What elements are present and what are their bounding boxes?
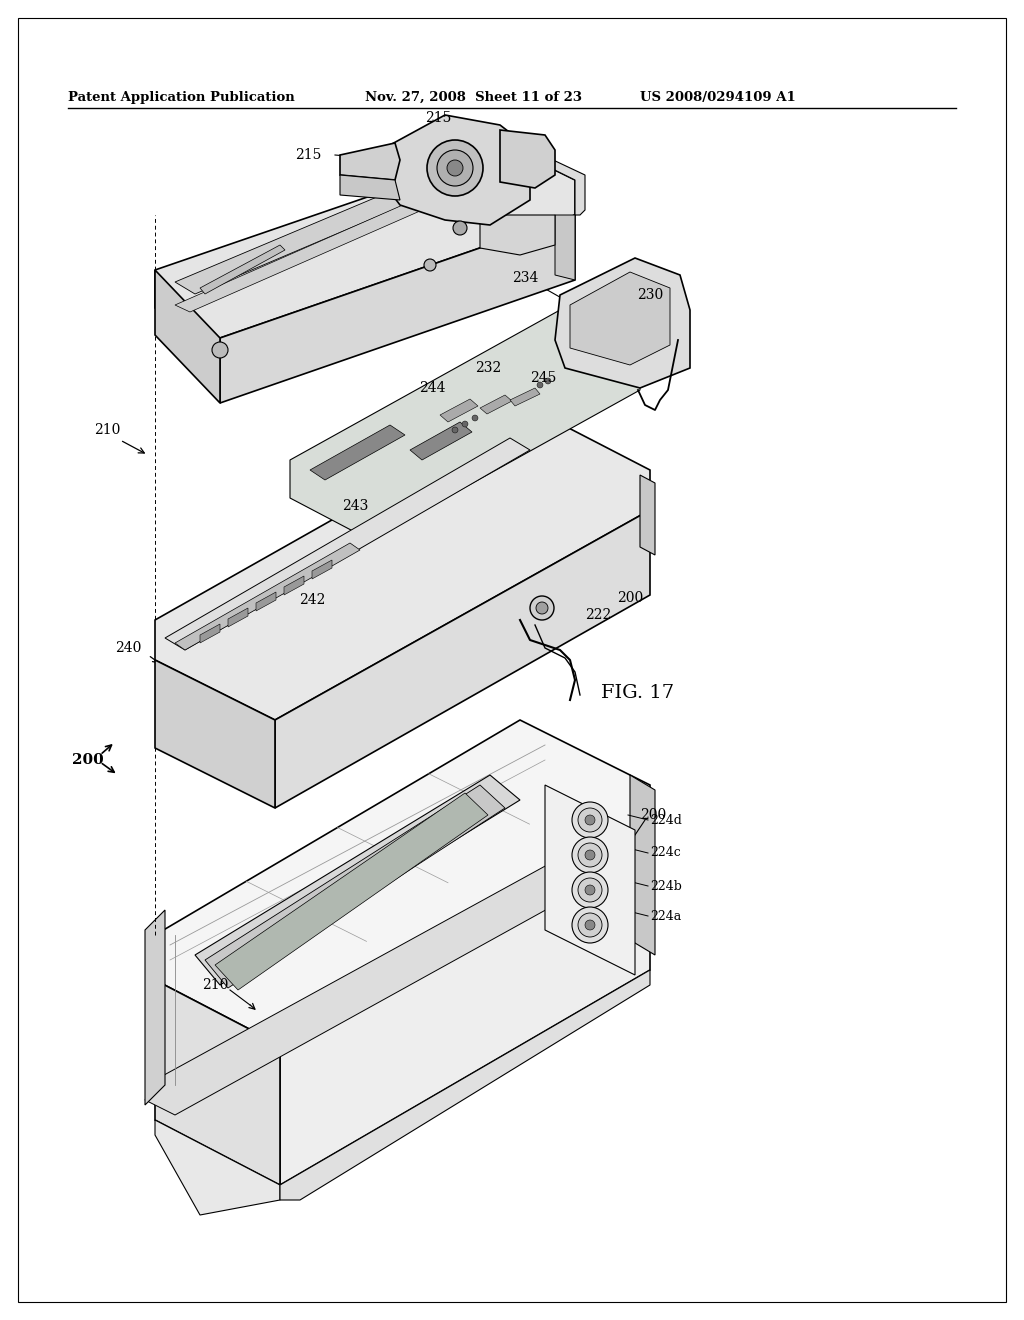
Circle shape	[530, 597, 554, 620]
Text: 200: 200	[616, 591, 643, 605]
Polygon shape	[410, 422, 472, 459]
Circle shape	[578, 843, 602, 867]
Polygon shape	[480, 395, 512, 414]
Polygon shape	[155, 979, 280, 1185]
Polygon shape	[510, 143, 585, 215]
Polygon shape	[200, 624, 220, 643]
Text: 224b: 224b	[650, 879, 682, 892]
Circle shape	[572, 837, 608, 873]
Circle shape	[453, 220, 467, 235]
Polygon shape	[155, 408, 650, 719]
Text: 245: 245	[529, 371, 556, 385]
Text: 224a: 224a	[650, 909, 681, 923]
Circle shape	[578, 808, 602, 832]
Polygon shape	[555, 257, 690, 388]
Polygon shape	[280, 830, 650, 1185]
Polygon shape	[165, 438, 530, 649]
Circle shape	[212, 342, 228, 358]
Text: 224d: 224d	[650, 813, 682, 826]
Polygon shape	[145, 825, 645, 1115]
Text: US 2008/0294109 A1: US 2008/0294109 A1	[640, 91, 796, 103]
Polygon shape	[175, 162, 480, 294]
Polygon shape	[440, 399, 478, 422]
Polygon shape	[155, 660, 275, 808]
Polygon shape	[175, 543, 360, 649]
Text: Nov. 27, 2008  Sheet 11 of 23: Nov. 27, 2008 Sheet 11 of 23	[365, 91, 582, 103]
Polygon shape	[284, 576, 304, 595]
Circle shape	[424, 259, 436, 271]
Circle shape	[452, 426, 458, 433]
Text: Patent Application Publication: Patent Application Publication	[68, 91, 295, 103]
Polygon shape	[145, 909, 165, 1105]
Polygon shape	[340, 143, 400, 180]
Polygon shape	[630, 775, 655, 954]
Circle shape	[585, 920, 595, 931]
Polygon shape	[510, 388, 540, 407]
Polygon shape	[570, 272, 670, 366]
Polygon shape	[200, 246, 285, 294]
Polygon shape	[545, 785, 635, 975]
Polygon shape	[500, 129, 555, 187]
Polygon shape	[155, 271, 220, 403]
Circle shape	[572, 907, 608, 942]
Polygon shape	[220, 215, 575, 403]
Polygon shape	[280, 970, 650, 1200]
Circle shape	[572, 873, 608, 908]
Circle shape	[437, 150, 473, 186]
Polygon shape	[340, 176, 400, 201]
Text: 224c: 224c	[650, 846, 681, 859]
Polygon shape	[640, 475, 655, 554]
Circle shape	[578, 878, 602, 902]
Polygon shape	[275, 510, 650, 808]
Text: 230: 230	[637, 288, 664, 302]
Polygon shape	[155, 148, 575, 338]
Circle shape	[536, 602, 548, 614]
Circle shape	[585, 814, 595, 825]
Polygon shape	[385, 115, 530, 224]
Text: 240: 240	[115, 642, 141, 655]
Polygon shape	[195, 775, 520, 985]
Polygon shape	[155, 719, 650, 1045]
Circle shape	[537, 381, 543, 388]
Circle shape	[427, 140, 483, 195]
Polygon shape	[215, 793, 488, 990]
Polygon shape	[256, 591, 276, 611]
Circle shape	[462, 421, 468, 426]
Text: FIG. 17: FIG. 17	[601, 684, 675, 702]
Text: 215: 215	[295, 148, 322, 162]
Text: 222: 222	[585, 609, 611, 622]
Circle shape	[572, 803, 608, 838]
Circle shape	[545, 378, 551, 384]
Circle shape	[585, 884, 595, 895]
Polygon shape	[175, 193, 445, 312]
Polygon shape	[555, 215, 575, 280]
Polygon shape	[155, 1119, 280, 1214]
Circle shape	[447, 160, 463, 176]
Polygon shape	[228, 609, 248, 627]
Text: 200: 200	[640, 808, 667, 822]
Text: 210: 210	[94, 422, 120, 437]
Polygon shape	[312, 560, 332, 579]
Polygon shape	[205, 785, 505, 987]
Text: 244: 244	[419, 381, 445, 395]
Text: 234: 234	[512, 271, 539, 285]
Text: 242: 242	[299, 593, 326, 607]
Circle shape	[578, 913, 602, 937]
Text: 210: 210	[202, 978, 228, 993]
Text: 200: 200	[72, 752, 103, 767]
Circle shape	[585, 850, 595, 861]
Circle shape	[472, 414, 478, 421]
Text: 232: 232	[475, 360, 501, 375]
Polygon shape	[480, 215, 555, 255]
Polygon shape	[310, 425, 406, 480]
Text: 215: 215	[425, 111, 452, 125]
Polygon shape	[290, 310, 640, 540]
Text: 243: 243	[342, 499, 369, 513]
